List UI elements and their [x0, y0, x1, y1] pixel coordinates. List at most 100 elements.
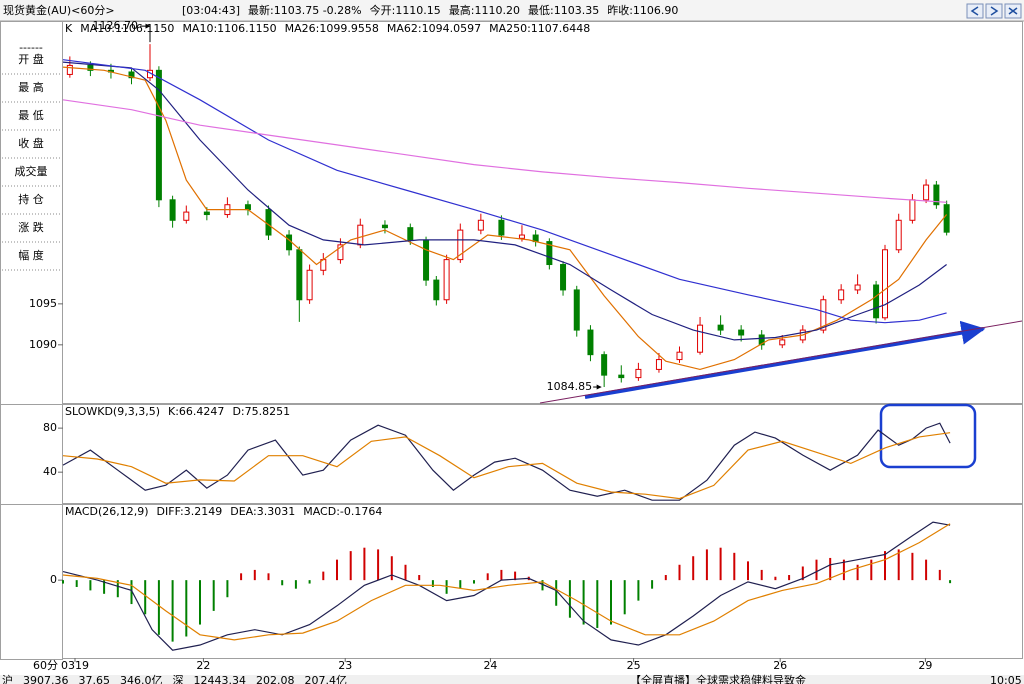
candle-body	[381, 224, 388, 229]
legend-entry: K:66.4247	[168, 405, 224, 418]
candle-body	[779, 339, 786, 346]
max-label: 1126.70	[92, 19, 138, 32]
candle-body	[943, 204, 950, 233]
min-label: 1084.85	[547, 380, 593, 393]
legend-entry: MA62:1094.0597	[387, 22, 481, 35]
candle-body	[909, 199, 916, 221]
legend-entry: MA26:1099.9558	[285, 22, 379, 35]
candle-body	[477, 219, 484, 231]
quote-field: 最低:1103.35	[528, 4, 599, 17]
candle-body	[443, 259, 450, 301]
candle-body	[573, 289, 580, 331]
candle-body	[498, 219, 505, 236]
series-line	[62, 432, 951, 500]
highlight-box	[879, 403, 977, 469]
series-line	[62, 99, 947, 203]
candle-body	[357, 224, 364, 246]
y-tick-label: 1090	[29, 338, 57, 351]
quote-field: 昨收:1106.90	[607, 3, 678, 17]
candle-body	[882, 249, 888, 319]
instrument-title: 现货黄金(AU)<60分>	[3, 3, 115, 17]
x-tick-label: 25	[627, 659, 641, 672]
x-tick-label: 22	[196, 659, 210, 672]
status-bar	[0, 675, 1024, 684]
series-line	[62, 66, 948, 371]
period-label: 60分	[33, 659, 58, 672]
y-tick-label: 1095	[29, 297, 57, 310]
next-button[interactable]	[985, 3, 1003, 19]
side-label: 涨 跌	[18, 220, 44, 234]
quote-field: 最高:1110.20	[449, 3, 520, 17]
legend-prefix: MACD(26,12,9)	[65, 505, 149, 518]
series-line	[62, 422, 951, 501]
next-icon	[990, 6, 999, 16]
candle-body	[337, 244, 344, 261]
candle-body	[933, 184, 940, 206]
title-bar	[0, 0, 1024, 21]
close-icon	[1008, 7, 1018, 15]
side-label: 最 低	[18, 109, 44, 122]
candle-body	[296, 249, 303, 301]
side-label: 最 高	[18, 80, 44, 94]
candle-body	[128, 71, 135, 79]
side-label: 幅 度	[18, 248, 44, 262]
legend-entry: DIFF:3.2149	[157, 505, 223, 518]
candle-body	[423, 239, 430, 281]
candle-body	[697, 324, 704, 353]
status-field: 深	[173, 674, 184, 684]
side-label: 开 盘	[18, 52, 44, 66]
candle-body	[87, 64, 94, 71]
candle-body	[676, 351, 683, 361]
candle-body	[203, 211, 210, 216]
candle-body	[265, 209, 272, 236]
trend-arrow	[584, 320, 986, 399]
series-line	[62, 61, 947, 341]
x-tick-label: 24	[483, 659, 497, 672]
x-tick-label: 26	[773, 659, 787, 672]
quote-field: 今开:1110.15	[370, 3, 441, 17]
status-field: 202.08	[256, 674, 295, 684]
candle-body	[66, 64, 73, 75]
legend-entry: MACD:-0.1764	[303, 505, 382, 518]
candle-body	[758, 334, 765, 346]
candle-body	[873, 284, 880, 319]
series-line	[62, 59, 947, 324]
candle-body	[655, 359, 662, 370]
candle-body	[838, 289, 845, 301]
candle-body	[717, 324, 724, 331]
status-field: 10:05	[990, 674, 1022, 684]
x-tick-label: 0319	[61, 659, 89, 672]
price-panel	[62, 21, 1023, 404]
candle-body	[923, 184, 930, 201]
candle-body	[518, 234, 525, 239]
window-buttons[interactable]	[966, 3, 1022, 19]
legend-entry: MA250:1107.6448	[489, 22, 590, 35]
series-line	[62, 523, 951, 641]
candle-body	[306, 269, 313, 301]
status-field: 3907.36	[23, 674, 69, 684]
prev-button[interactable]	[966, 3, 984, 19]
y-tick-label: 40	[43, 465, 57, 478]
candle-body	[433, 279, 440, 301]
status-field: 12443.34	[194, 674, 247, 684]
candle-body	[407, 227, 414, 241]
y-tick-label: 80	[43, 421, 57, 434]
status-field: 37.65	[79, 674, 111, 684]
quote-time: [03:04:43]	[182, 4, 240, 17]
y-tick-label: 0	[50, 573, 57, 586]
candle-body	[169, 199, 176, 221]
status-field: 207.4亿	[305, 674, 348, 684]
candle-body	[820, 299, 827, 331]
candle-body	[738, 329, 745, 336]
candle-body	[560, 264, 567, 291]
candle-body	[457, 229, 464, 261]
legend-prefix: K	[65, 22, 73, 35]
legend-entry: DEA:3.3031	[230, 505, 295, 518]
legend-entry: MA10:1106.1150	[182, 22, 276, 35]
x-tick-label: 23	[338, 659, 352, 672]
x-tick-label: 29	[918, 659, 932, 672]
trend-line	[539, 320, 1023, 404]
side-label: 成交量	[15, 164, 48, 178]
candle-body	[895, 219, 902, 251]
